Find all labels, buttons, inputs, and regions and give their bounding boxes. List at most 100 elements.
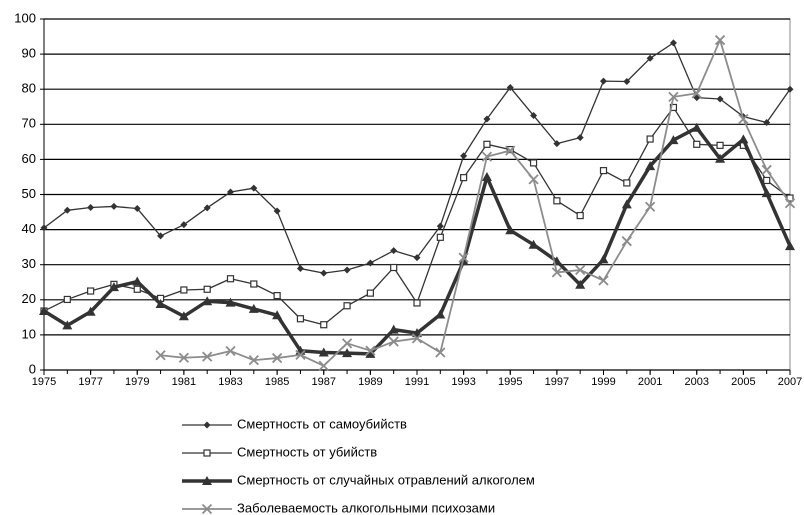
marker [436,222,444,230]
marker [248,303,259,313]
x-tick-label: 2005 [731,376,755,388]
legend-label: Смертность от случайных отравлений алког… [237,472,535,487]
marker [528,239,539,249]
marker [202,476,212,485]
x-tick-label: 1983 [218,376,242,388]
x-tick-label: 1989 [358,376,382,388]
marker [763,176,771,185]
marker [575,279,586,289]
marker [646,135,654,143]
x-tick-label: 1987 [312,376,336,388]
marker [668,91,679,103]
marker [553,140,561,148]
marker [786,85,794,93]
marker [108,282,119,292]
marker [366,259,374,267]
marker [62,320,73,330]
marker [576,211,584,220]
y-tick-label: 20 [22,291,36,306]
marker [691,88,702,99]
marker [460,174,468,182]
marker [133,285,141,293]
marker [599,167,608,175]
marker [600,77,607,85]
marker [341,338,353,349]
marker [645,161,656,171]
marker [716,141,724,149]
marker [481,151,493,162]
marker [87,287,95,295]
marker [435,309,446,319]
marker [436,233,444,241]
marker [132,276,143,286]
y-tick-label: 30 [22,256,36,271]
marker [296,265,304,273]
x-tick-label: 1981 [172,376,196,388]
marker [203,285,211,293]
marker [273,207,281,215]
marker [87,203,95,211]
marker [271,352,283,364]
x-tick-label: 1985 [265,376,289,388]
marker [365,345,376,356]
y-tick-label: 10 [22,326,36,341]
marker [343,302,351,310]
marker [551,267,563,278]
marker [63,206,71,214]
marker [226,275,235,283]
marker [320,269,328,277]
legend-label: Смертность от убийств [237,444,377,459]
x-tick-label: 1975 [32,376,56,388]
marker [225,297,236,307]
marker [365,348,376,358]
marker [784,198,796,209]
marker [180,286,188,294]
marker [155,299,166,309]
series-line [43,126,792,356]
marker [738,134,749,144]
marker [203,449,211,457]
x-tick-label: 2007 [778,376,802,388]
x-tick-label: 2003 [685,376,709,388]
marker [505,145,516,156]
marker [644,201,656,212]
marker [390,263,398,272]
marker [668,135,679,145]
marker [411,333,423,344]
marker [785,241,795,251]
marker [505,225,516,235]
marker [761,164,772,176]
marker [460,152,468,160]
y-tick-label: 100 [14,10,36,25]
y-tick-label: 70 [22,116,36,131]
x-tick-label: 1977 [78,376,102,388]
marker [413,299,421,307]
x-tick-label: 2001 [638,376,662,388]
y-tick-label: 50 [22,186,36,201]
marker [575,264,586,276]
marker [155,350,166,361]
marker [691,122,702,132]
marker [202,351,213,362]
marker [272,310,283,320]
x-tick-label: 1993 [451,376,475,388]
marker [413,254,421,262]
marker [715,153,726,163]
marker [693,140,701,148]
marker [225,345,236,357]
marker [530,112,538,120]
marker [388,336,399,347]
marker [553,197,561,205]
marker [180,221,188,229]
marker [40,224,48,232]
marker [716,95,724,103]
series-line [160,39,791,367]
x-tick-label: 1995 [498,376,522,388]
y-tick-label: 40 [22,221,36,236]
marker [178,352,190,363]
marker [133,205,141,213]
y-tick-label: 90 [22,46,36,61]
marker [529,159,538,167]
marker [714,34,726,46]
